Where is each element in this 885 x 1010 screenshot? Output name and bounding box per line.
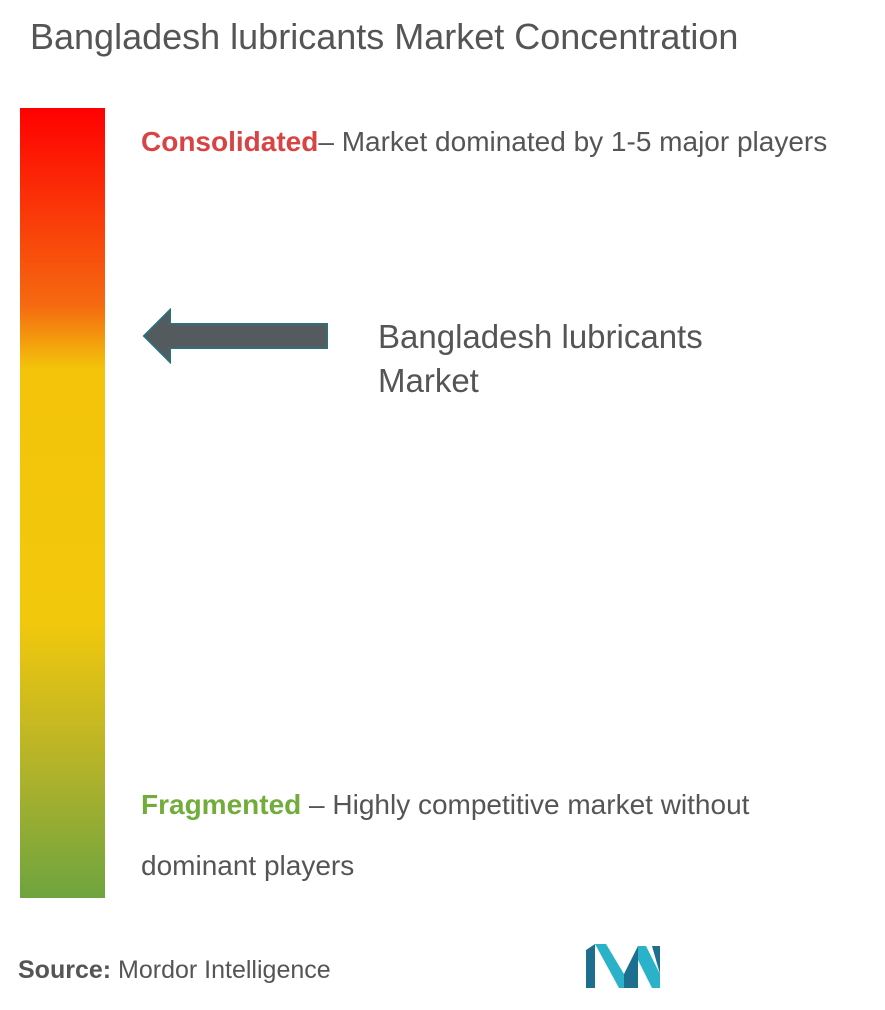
concentration-gradient-bar [20,108,105,898]
fragmented-text: – Highly competitive market without domi… [141,789,750,881]
fragmented-description: Fragmented – Highly competitive market w… [141,774,841,896]
mordor-intelligence-logo [586,944,660,988]
consolidated-description: Consolidated– Market dominated by 1-5 ma… [141,111,841,172]
consolidated-text: – Market dominated by 1-5 major players [318,126,828,157]
market-label: Bangladesh lubricants Market [378,318,703,399]
consolidated-label: Consolidated [141,126,319,157]
left-arrow-icon [142,308,328,364]
fragmented-label: Fragmented [141,789,302,820]
page-title: Bangladesh lubricants Market Concentrati… [30,16,739,57]
source-value: Mordor Intelligence [111,956,331,984]
source-label: Source: [18,956,112,984]
source-line: Source: Mordor Intelligence [18,956,331,985]
